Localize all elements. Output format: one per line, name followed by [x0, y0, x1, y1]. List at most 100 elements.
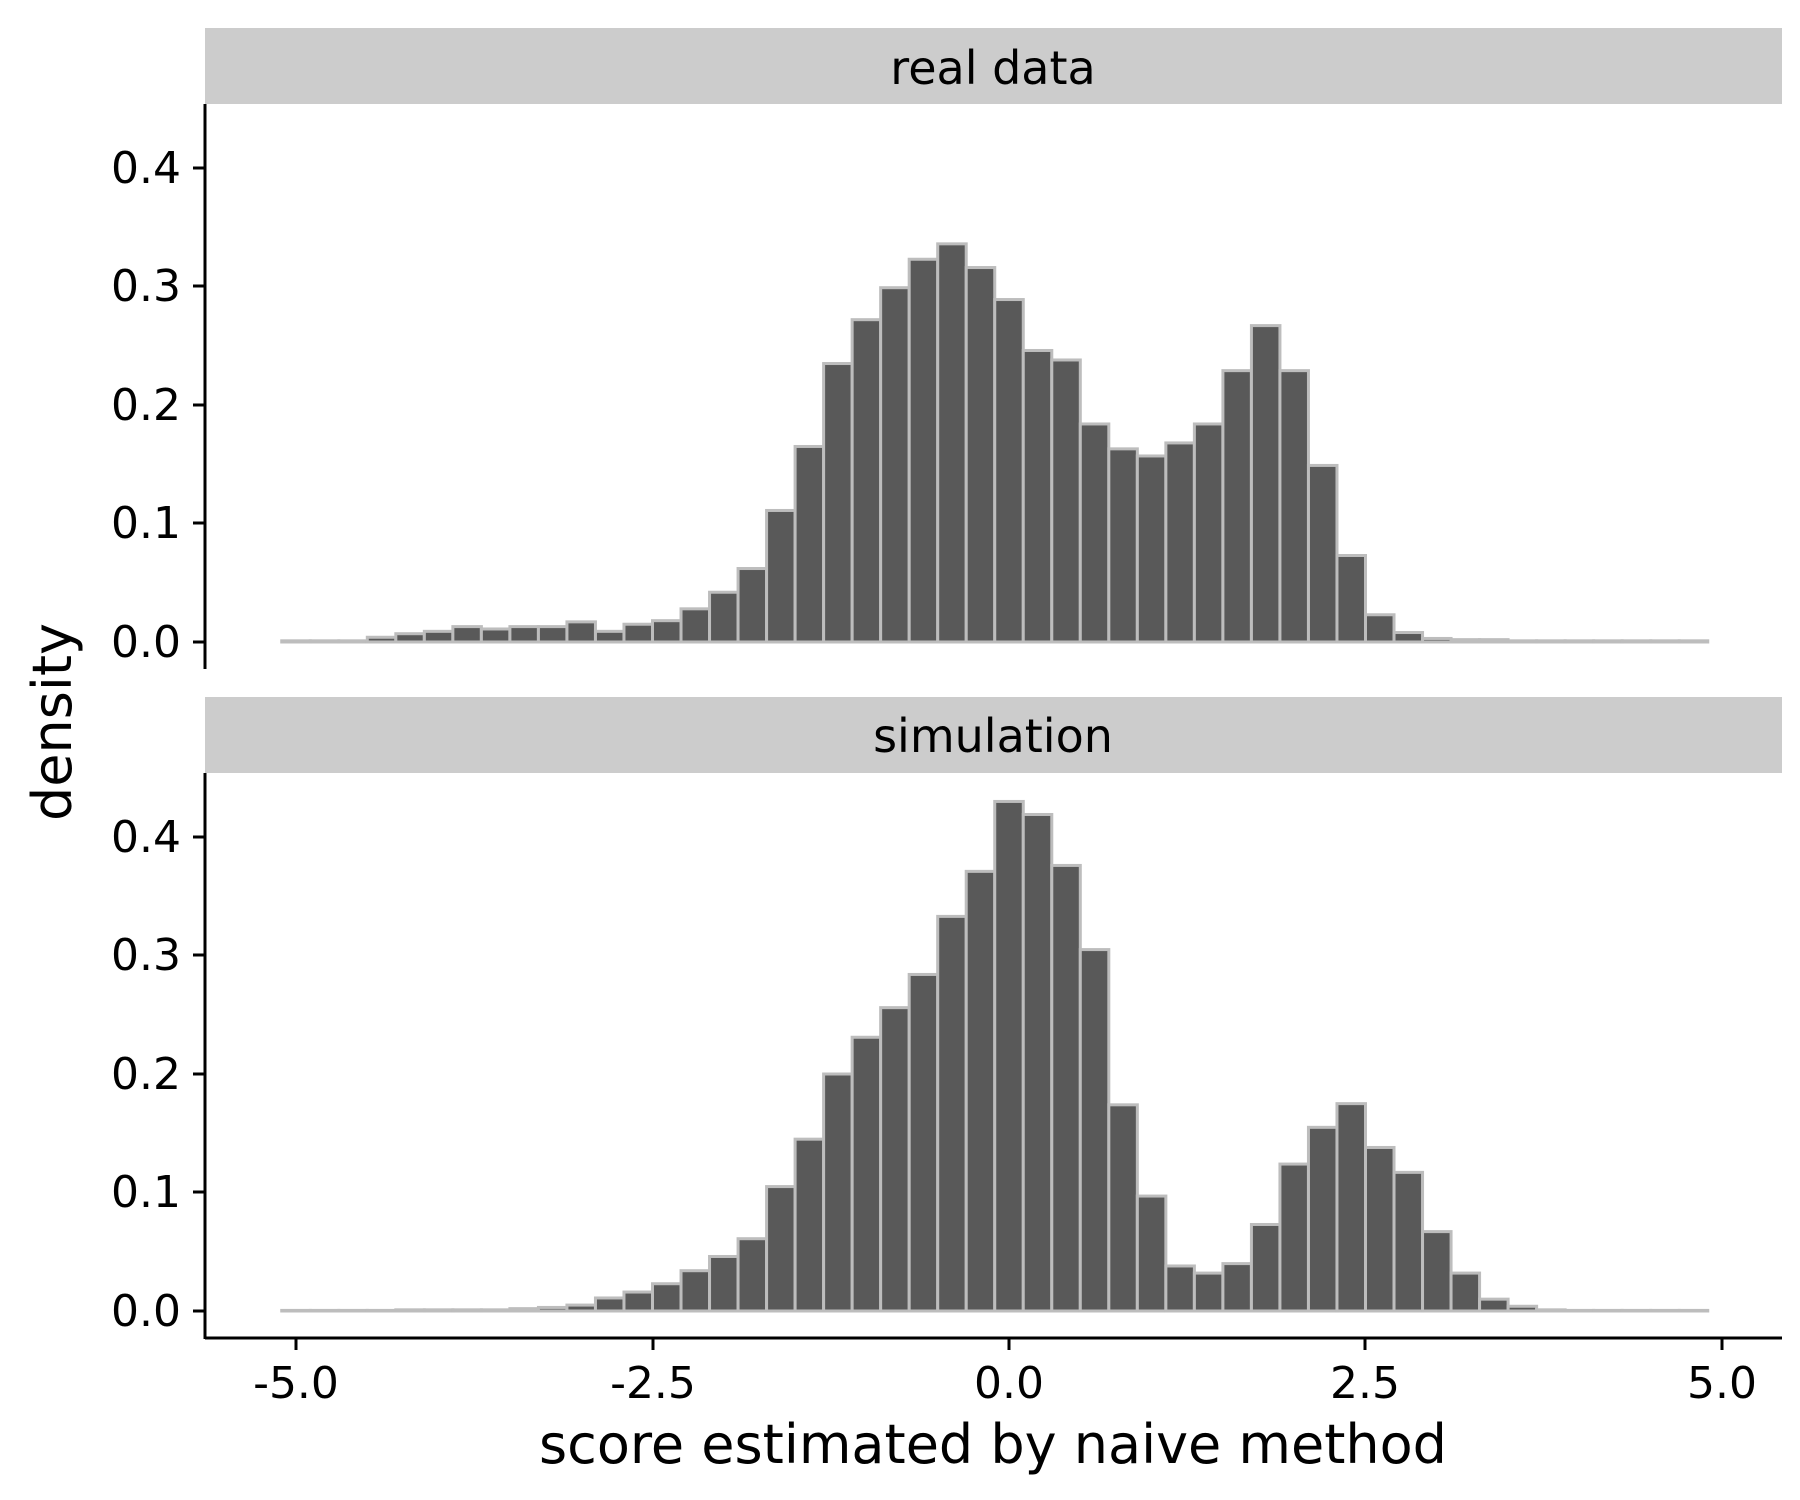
- histogram-bar: [1078, 948, 1111, 1313]
- histogram-bar: [451, 1308, 483, 1313]
- histogram-bar: [1050, 358, 1082, 644]
- histogram-bar: [679, 607, 712, 644]
- histogram-bar: [1078, 422, 1111, 644]
- strip-background: [205, 697, 1782, 773]
- histogram-bar: [479, 627, 512, 644]
- x-tick-label: 0.0: [974, 1358, 1044, 1409]
- histogram-bar: [394, 632, 426, 644]
- y-axis: 0.0 0.1 0.2 0.3 0.4: [111, 143, 205, 668]
- histogram-bar: [879, 286, 911, 644]
- histogram-bar: [1478, 1297, 1510, 1313]
- histogram-bar: [337, 1308, 369, 1313]
- bars: [280, 799, 1710, 1313]
- histogram-bar: [1107, 1103, 1139, 1313]
- y-tick-label: 0.4: [111, 143, 181, 194]
- histogram-bar: [1192, 1271, 1225, 1313]
- y-tick-label: 0.4: [111, 812, 181, 863]
- histogram-bar: [1620, 639, 1653, 644]
- histogram-bar: [879, 1006, 911, 1313]
- panel-simulation: simulation 0.0 0.1 0.2 0.3 0.4: [111, 697, 1782, 1409]
- histogram-bar: [1278, 369, 1310, 644]
- histogram-bar: [365, 635, 398, 644]
- bars: [280, 242, 1710, 644]
- histogram-bar: [1392, 631, 1425, 644]
- histogram-bar: [651, 619, 683, 644]
- histogram-bar: [765, 1185, 797, 1313]
- x-axis: -5.0 -2.5 0.0 2.5 5.0: [253, 1338, 1757, 1409]
- histogram-bar: [1335, 554, 1367, 644]
- histogram-bar: [793, 444, 826, 644]
- histogram-bar: [1535, 1308, 1567, 1313]
- histogram-bar: [765, 508, 797, 644]
- x-axis-title: score estimated by naive method: [539, 1413, 1447, 1476]
- histogram-bar: [1249, 1222, 1282, 1313]
- y-tick-label: 0.3: [111, 261, 181, 312]
- histogram-bar: [1021, 348, 1054, 644]
- histogram-bar: [1563, 639, 1596, 644]
- strip-label: real data: [890, 41, 1095, 95]
- histogram-bar: [1563, 1308, 1596, 1313]
- histogram-bar: [1677, 1308, 1710, 1313]
- histogram-bar: [651, 1282, 683, 1313]
- histogram-bar: [1478, 638, 1510, 644]
- histogram-bar: [736, 1237, 769, 1313]
- histogram-bar: [508, 625, 540, 644]
- histogram-bar: [308, 639, 341, 644]
- histogram-bar: [822, 362, 854, 644]
- histogram-bar: [1249, 324, 1282, 644]
- histogram-bar: [850, 318, 883, 644]
- x-tick-label: 5.0: [1687, 1358, 1757, 1409]
- histogram-bar: [1449, 638, 1482, 644]
- y-tick-label: 0.0: [111, 1286, 181, 1337]
- y-tick-label: 0.2: [111, 380, 181, 431]
- histogram-bar: [736, 567, 769, 644]
- histogram-bar: [708, 590, 740, 644]
- histogram-bar: [1364, 613, 1396, 644]
- histogram-bar: [1677, 639, 1710, 644]
- histogram-bar: [1306, 463, 1339, 644]
- histogram-bar: [536, 1305, 569, 1313]
- histogram-bar: [1278, 1162, 1310, 1313]
- histogram-bar: [993, 298, 1025, 644]
- histogram-bar: [936, 914, 968, 1313]
- histogram-bar: [679, 1269, 712, 1313]
- histogram-bar: [850, 1035, 883, 1313]
- histogram-bar: [1192, 422, 1225, 644]
- strip-background: [205, 28, 1782, 104]
- histogram-bar: [708, 1254, 740, 1313]
- histogram-bar: [1649, 1308, 1681, 1313]
- y-tick-label: 0.0: [111, 617, 181, 668]
- histogram-bar: [308, 1308, 341, 1313]
- y-axis-title: density: [21, 623, 84, 821]
- histogram-bar: [1592, 639, 1624, 644]
- histogram-bar: [1107, 447, 1139, 644]
- histogram-bar: [422, 629, 455, 644]
- histogram-bar: [622, 1290, 654, 1313]
- histogram-bar: [1306, 1125, 1339, 1313]
- histogram-bar: [1364, 1145, 1396, 1313]
- x-tick-label: 2.5: [1330, 1358, 1400, 1409]
- strip-label: simulation: [873, 709, 1113, 763]
- histogram-bar: [1620, 1308, 1653, 1313]
- histogram-bar: [565, 1303, 597, 1313]
- histogram-bar: [365, 1308, 398, 1313]
- histogram-bar: [593, 629, 626, 644]
- histogram-bar: [479, 1308, 512, 1313]
- x-tick-label: -5.0: [253, 1358, 339, 1409]
- histogram-bar: [451, 625, 483, 644]
- histogram-bar: [622, 622, 654, 644]
- y-tick-label: 0.3: [111, 930, 181, 981]
- histogram-bar: [1649, 639, 1681, 644]
- histogram-bar: [793, 1137, 826, 1313]
- histogram-bar: [1535, 639, 1567, 644]
- histogram-bar: [1135, 454, 1168, 644]
- histogram-bar: [1421, 1230, 1453, 1313]
- histogram-bar: [1164, 441, 1196, 644]
- histogram-bar: [280, 1308, 312, 1313]
- histogram-bar: [1050, 863, 1082, 1313]
- histogram-bar: [536, 625, 569, 644]
- histogram-bar: [936, 242, 968, 644]
- histogram-bar: [1135, 1194, 1168, 1313]
